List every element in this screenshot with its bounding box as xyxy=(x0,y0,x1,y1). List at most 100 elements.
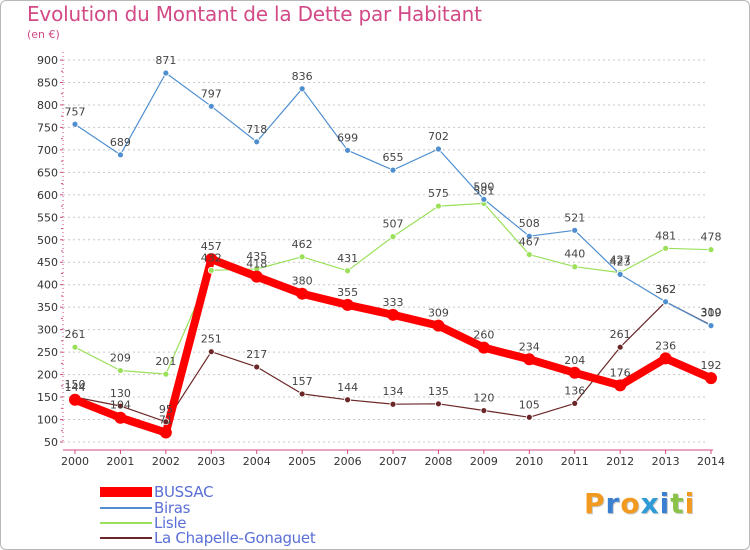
data-label-biras: 655 xyxy=(383,151,404,164)
data-point-lisle xyxy=(389,233,397,241)
data-label-bussac: 176 xyxy=(610,366,631,379)
data-label-biras: 718 xyxy=(246,123,267,136)
data-point-biras xyxy=(253,138,261,146)
data-point-la-chapelle-gonaguet xyxy=(117,402,124,410)
y-tick-label: 500 xyxy=(37,234,58,247)
data-label-lisle: 427 xyxy=(610,254,631,267)
data-label-lisle: 432 xyxy=(201,251,222,264)
x-tick-label: 2006 xyxy=(334,455,362,468)
data-label-biras: 836 xyxy=(292,70,313,83)
legend-swatch xyxy=(100,487,152,497)
data-label-la-chapelle-gonaguet: 130 xyxy=(110,387,131,400)
data-point-lisle xyxy=(662,244,669,252)
data-label-biras: 689 xyxy=(110,136,131,149)
data-label-lisle: 431 xyxy=(337,252,358,265)
y-tick-label: 800 xyxy=(37,99,58,112)
y-tick-label: 750 xyxy=(37,121,58,134)
data-point-biras xyxy=(616,270,624,278)
data-point-biras xyxy=(435,145,442,153)
data-point-la-chapelle-gonaguet xyxy=(389,400,397,408)
data-point-la-chapelle-gonaguet xyxy=(344,396,351,404)
data-label-lisle: 581 xyxy=(473,184,494,197)
y-tick-label: 400 xyxy=(37,279,58,292)
legend-swatch xyxy=(100,507,152,509)
data-point-biras xyxy=(480,195,488,203)
y-tick-label: 650 xyxy=(37,166,58,179)
data-point-la-chapelle-gonaguet xyxy=(571,399,579,407)
y-tick-label: 100 xyxy=(37,414,58,427)
y-tick-label: 900 xyxy=(37,54,58,67)
x-tick-label: 2009 xyxy=(470,455,498,468)
data-label-biras: 521 xyxy=(564,211,585,224)
legend-label: Lisle xyxy=(154,514,187,532)
x-tick-label: 2012 xyxy=(606,455,634,468)
data-label-bussac: 418 xyxy=(246,258,267,271)
y-tick-label: 600 xyxy=(37,189,58,202)
data-label-bussac: 204 xyxy=(564,354,585,367)
data-label-lisle: 481 xyxy=(655,229,676,242)
data-label-lisle: 435 xyxy=(246,250,267,263)
data-label-bussac: 355 xyxy=(337,286,358,299)
data-label-la-chapelle-gonaguet: 261 xyxy=(610,328,631,341)
data-label-bussac: 333 xyxy=(383,296,404,309)
data-point-lisle xyxy=(435,202,442,210)
data-label-bussac: 260 xyxy=(473,329,494,342)
data-point-biras xyxy=(525,232,533,240)
chart-title: Evolution du Montant de la Dette par Hab… xyxy=(27,2,482,26)
data-point-la-chapelle-gonaguet xyxy=(162,418,170,426)
data-label-lisle: 575 xyxy=(428,187,449,200)
data-point-la-chapelle-gonaguet xyxy=(435,400,442,408)
y-tick-label: 850 xyxy=(37,76,58,89)
data-label-la-chapelle-gonaguet: 144 xyxy=(337,381,358,394)
data-point-lisle xyxy=(71,343,79,351)
x-tick-label: 2000 xyxy=(61,455,89,468)
x-tick-label: 2011 xyxy=(561,455,589,468)
data-label-bussac: 234 xyxy=(519,340,540,353)
data-label-la-chapelle-gonaguet: 136 xyxy=(564,384,585,397)
data-label-biras: 702 xyxy=(428,130,449,143)
proxiti-logo: Proxiti xyxy=(584,487,696,520)
data-point-bussac xyxy=(659,352,672,365)
data-point-biras xyxy=(707,322,715,330)
data-label-biras: 797 xyxy=(201,87,222,100)
series-line-biras xyxy=(74,72,712,327)
data-label-la-chapelle-gonaguet: 157 xyxy=(292,375,313,388)
legend-swatch xyxy=(100,522,152,524)
data-point-bussac xyxy=(477,341,490,354)
data-label-lisle: 507 xyxy=(383,218,404,231)
x-tick-label: 2001 xyxy=(106,455,134,468)
x-tick-label: 2014 xyxy=(697,455,725,468)
data-point-biras xyxy=(71,120,79,128)
data-label-la-chapelle-gonaguet: 135 xyxy=(428,385,449,398)
data-label-biras: 590 xyxy=(473,180,494,193)
data-label-bussac: 457 xyxy=(201,240,222,253)
data-point-lisle xyxy=(571,263,579,271)
data-label-la-chapelle-gonaguet: 310 xyxy=(701,306,722,319)
legend-label: Biras xyxy=(154,499,191,517)
x-tick-label: 2007 xyxy=(379,455,407,468)
y-tick-label: 250 xyxy=(37,346,58,359)
y-tick-label: 300 xyxy=(37,324,58,337)
data-point-bussac xyxy=(341,298,354,311)
data-point-la-chapelle-gonaguet xyxy=(298,390,306,398)
data-point-lisle xyxy=(162,370,170,378)
data-point-bussac xyxy=(296,287,309,300)
y-tick-label: 150 xyxy=(37,391,58,404)
data-point-bussac xyxy=(705,372,718,385)
x-tick-label: 2010 xyxy=(515,455,543,468)
data-label-lisle: 462 xyxy=(292,238,313,251)
data-label-bussac: 104 xyxy=(110,399,131,412)
chart-subtitle: (en €) xyxy=(27,28,60,41)
data-label-la-chapelle-gonaguet: 95 xyxy=(159,403,173,416)
data-label-la-chapelle-gonaguet: 251 xyxy=(201,333,222,346)
data-point-bussac xyxy=(159,426,172,439)
data-label-la-chapelle-gonaguet: 217 xyxy=(246,348,267,361)
data-point-bussac xyxy=(432,319,445,332)
data-label-lisle: 467 xyxy=(519,236,540,249)
data-point-biras xyxy=(344,146,351,154)
data-label-bussac: 192 xyxy=(701,359,722,372)
data-point-bussac xyxy=(568,366,581,379)
data-label-biras: 508 xyxy=(519,217,540,230)
data-label-lisle: 261 xyxy=(65,328,86,341)
y-tick-label: 350 xyxy=(37,301,58,314)
